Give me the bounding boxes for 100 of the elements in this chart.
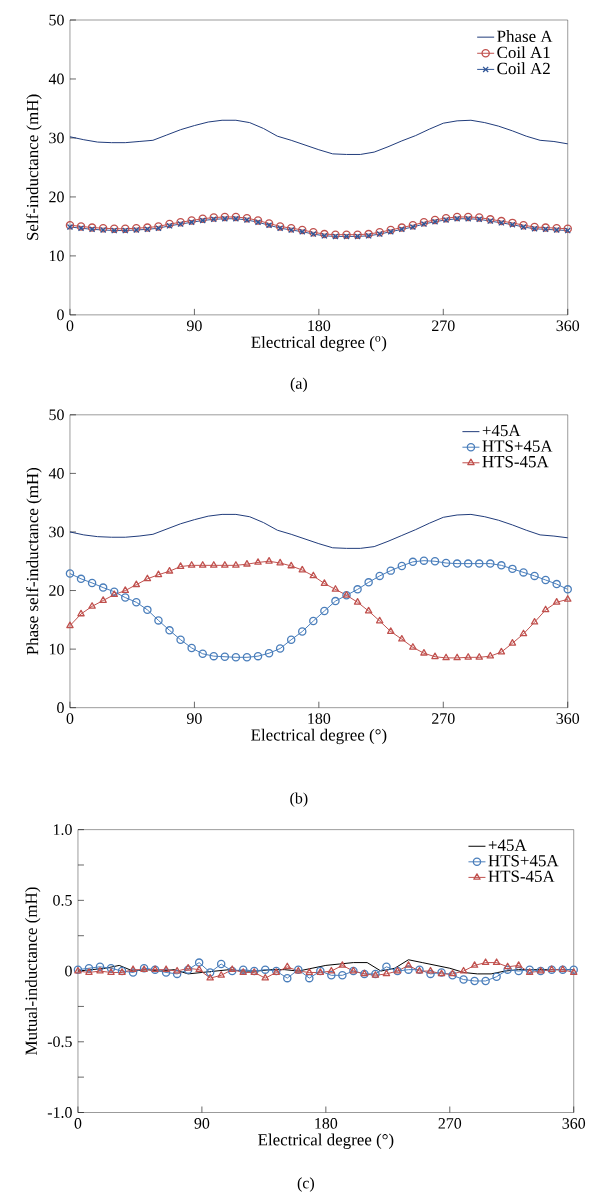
point <box>419 556 429 565</box>
point <box>65 569 75 578</box>
point <box>221 561 229 568</box>
point <box>121 593 130 602</box>
y-tick-label: 50 <box>49 409 64 421</box>
text: (c) <box>297 1177 315 1192</box>
point <box>217 971 226 978</box>
point <box>309 616 318 626</box>
point <box>210 561 218 568</box>
y-tick-label: 40 <box>48 73 64 85</box>
point <box>188 561 196 568</box>
x-tick-label: 180 <box>308 320 331 332</box>
point <box>353 585 362 594</box>
point <box>77 609 85 617</box>
point <box>320 579 329 586</box>
x-tick-label: 270 <box>438 1118 462 1129</box>
point <box>426 969 435 979</box>
point <box>387 627 395 634</box>
point <box>486 559 495 568</box>
point <box>338 961 347 968</box>
point <box>287 561 296 569</box>
point <box>470 961 479 968</box>
point <box>206 973 215 981</box>
point <box>492 958 501 966</box>
point <box>154 616 163 625</box>
point <box>195 958 204 967</box>
point <box>508 639 517 646</box>
point <box>497 647 506 655</box>
legend-label: Coil A2 <box>497 62 550 75</box>
point <box>106 963 116 973</box>
point <box>276 644 285 653</box>
x-axis-title: Electrical degree (°) <box>258 1133 394 1149</box>
point <box>541 605 550 613</box>
y-tick-label: 0 <box>57 309 64 321</box>
legend-label: HTS+45A <box>482 440 553 452</box>
y-tick-label: -1.0 <box>47 1107 72 1118</box>
point <box>143 605 152 615</box>
point <box>409 643 417 650</box>
point <box>481 976 490 986</box>
point <box>459 975 468 984</box>
point <box>382 969 391 977</box>
point <box>530 571 539 581</box>
legend-label: +45A <box>488 839 527 851</box>
point <box>99 583 108 592</box>
point <box>309 571 318 579</box>
y-tick-label: -0.5 <box>47 1036 72 1048</box>
point <box>132 580 141 588</box>
point <box>231 653 241 662</box>
legend-label: +45A <box>482 424 521 437</box>
point <box>515 961 523 968</box>
point <box>232 561 240 568</box>
point <box>95 962 105 972</box>
point <box>430 557 440 566</box>
point <box>88 602 96 609</box>
point <box>76 574 86 584</box>
y-tick-label: 10 <box>50 250 64 262</box>
point <box>541 575 550 585</box>
point <box>404 961 413 968</box>
point <box>365 606 373 614</box>
point <box>426 966 435 974</box>
point <box>353 598 362 605</box>
point <box>453 559 462 568</box>
point <box>481 958 490 966</box>
point <box>404 965 413 974</box>
y-tick-label: 0 <box>65 965 72 977</box>
point <box>497 561 506 570</box>
point <box>253 651 263 661</box>
x-axis-title: Electrical degree ($^{o}$) <box>251 335 387 352</box>
point <box>99 596 108 603</box>
y-tick-label: 0.5 <box>53 894 72 906</box>
point <box>264 648 274 658</box>
point <box>503 965 513 974</box>
legend-label: HTS-45A <box>482 455 549 468</box>
point <box>398 634 406 642</box>
point <box>162 965 171 973</box>
point <box>514 966 524 976</box>
point <box>243 559 251 567</box>
point <box>431 652 439 660</box>
point <box>187 643 197 653</box>
x-tick-label: 90 <box>187 713 202 724</box>
point <box>298 627 307 636</box>
point <box>386 566 396 575</box>
point <box>486 651 495 659</box>
y-axis-title: Self-inductance (mH) <box>26 94 42 240</box>
y-tick-label: 30 <box>49 526 64 538</box>
point <box>375 571 385 581</box>
x-tick-label: 180 <box>315 1118 338 1129</box>
y-tick-label: 30 <box>49 132 64 144</box>
point <box>519 568 528 577</box>
point <box>261 965 270 974</box>
y-tick-label: 1.0 <box>54 824 72 836</box>
point <box>265 557 273 564</box>
point <box>470 976 479 986</box>
point <box>327 971 336 980</box>
point <box>128 968 138 977</box>
point <box>195 965 204 973</box>
x-axis-title: Electrical degree (°) <box>251 728 387 745</box>
point <box>331 585 340 592</box>
x-tick-label: 180 <box>308 713 331 724</box>
point <box>87 578 97 588</box>
